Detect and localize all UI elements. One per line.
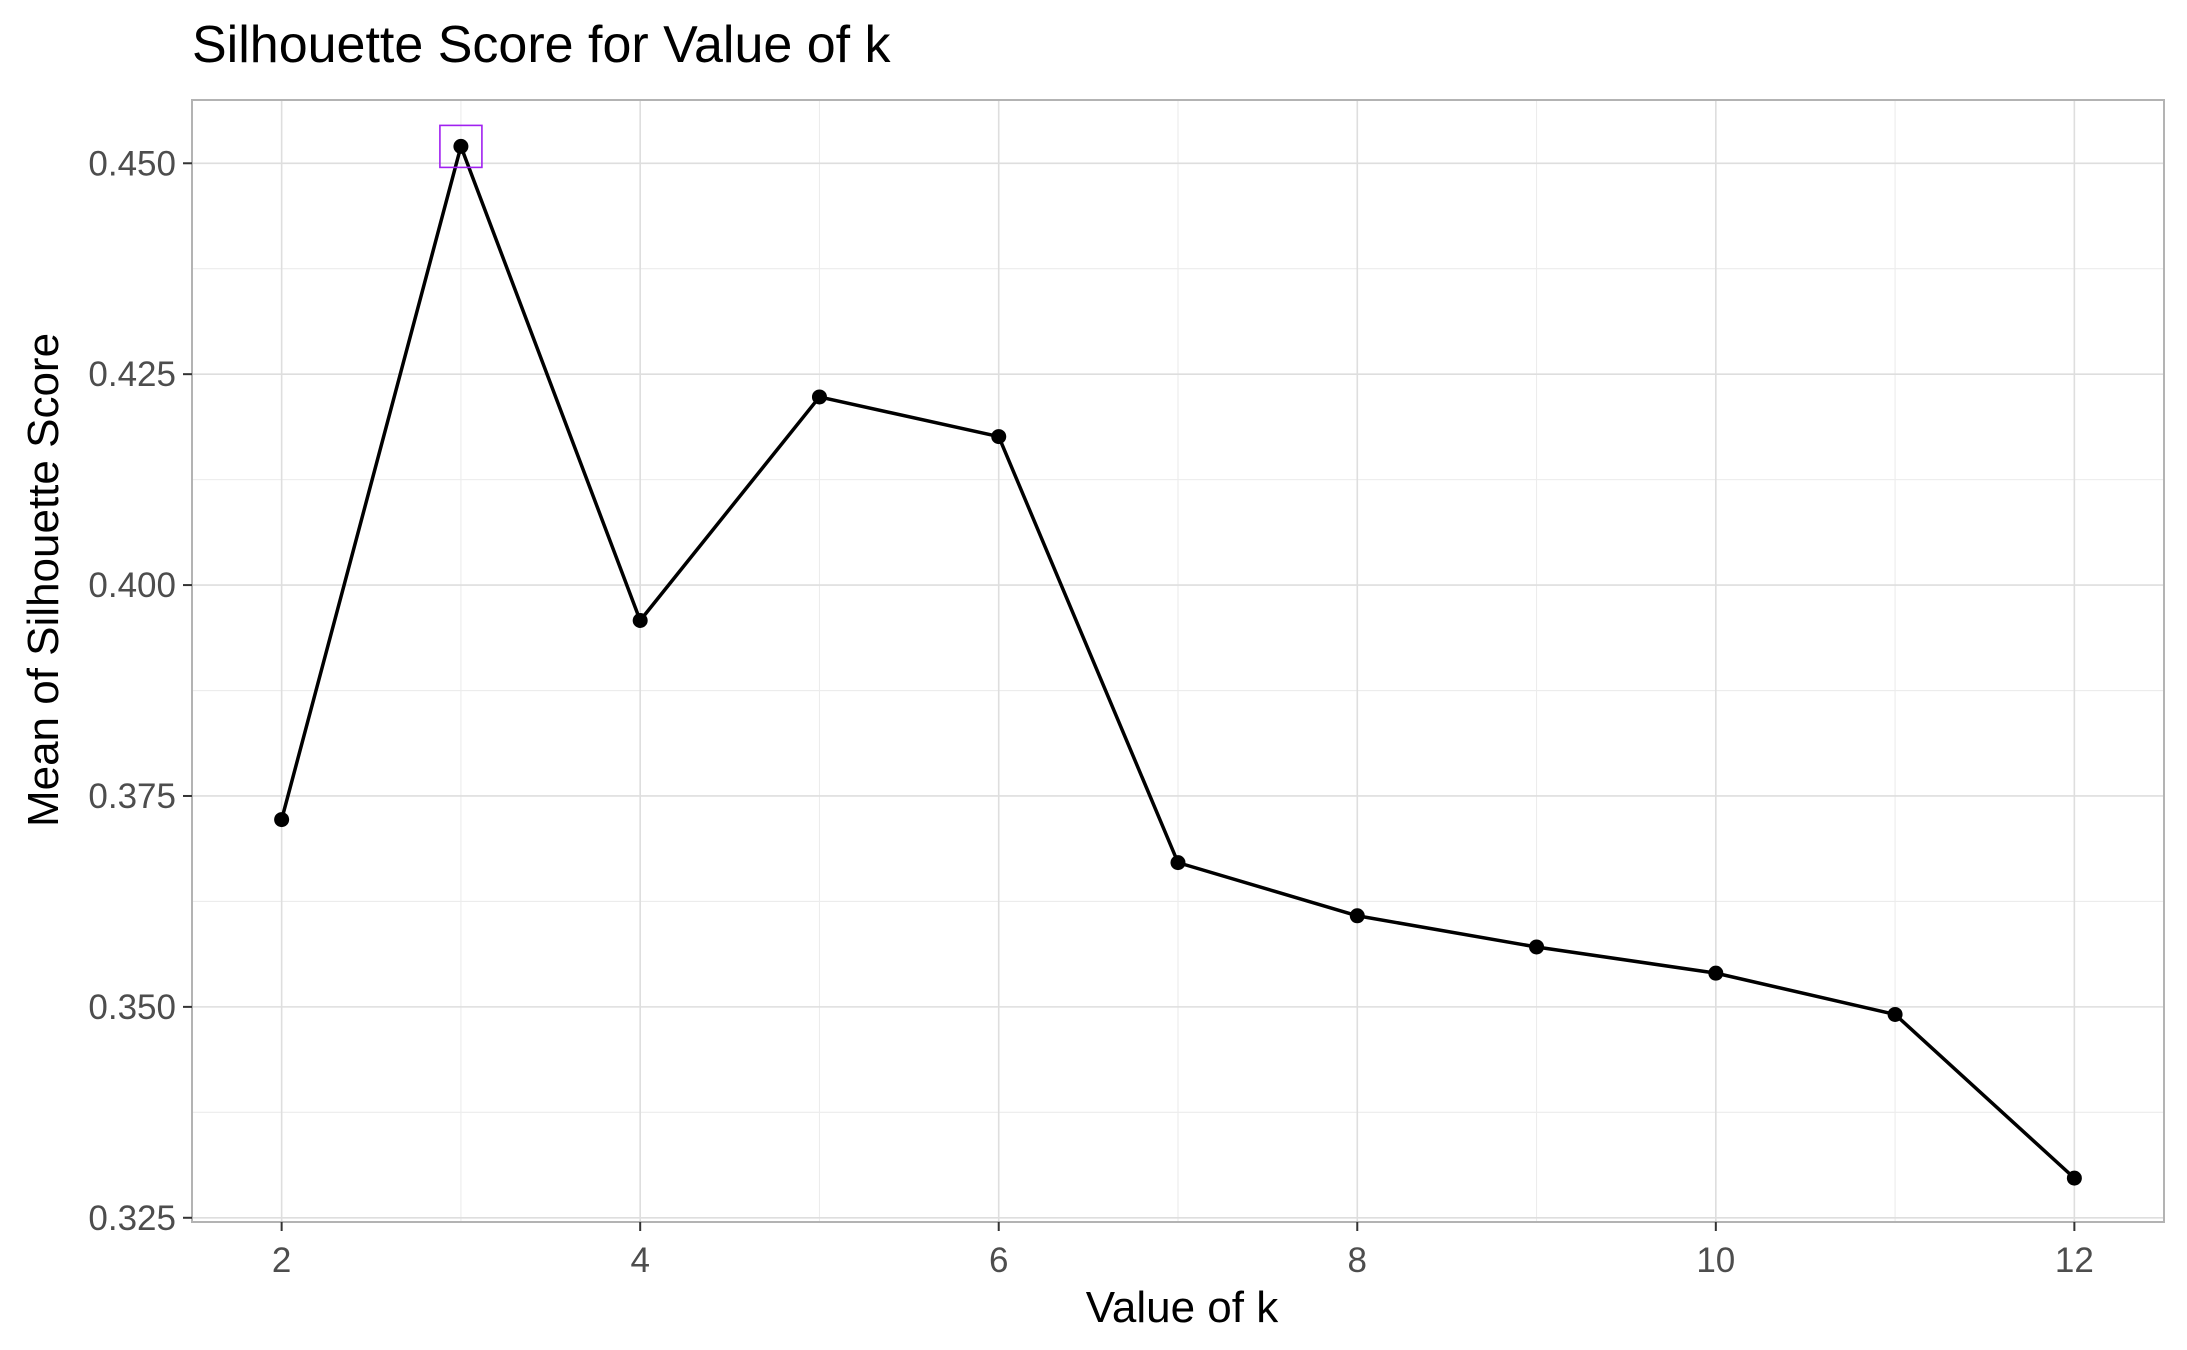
- y-tick-label: 0.450: [88, 144, 176, 183]
- y-tick-label: 0.350: [88, 988, 176, 1027]
- data-point: [1529, 939, 1545, 955]
- y-tick-label: 0.425: [88, 355, 176, 394]
- y-axis-ticks: 0.325 0.350 0.375 0.400 0.425 0.450: [88, 144, 192, 1238]
- highlight-box: [439, 124, 483, 169]
- major-gridlines: [192, 100, 2164, 1222]
- x-tick-label: 4: [630, 1241, 649, 1280]
- x-tick-label: 8: [1348, 1241, 1367, 1280]
- x-tick-label: 2: [272, 1241, 291, 1280]
- data-point: [632, 613, 648, 629]
- minor-gridlines: [192, 100, 2164, 1222]
- x-axis-ticks: 2 4 6 8 10 12: [272, 1222, 2094, 1280]
- data-point: [991, 429, 1007, 445]
- data-point: [1170, 855, 1186, 871]
- y-axis-title: Mean of Silhouette Score: [19, 333, 68, 827]
- silhouette-series: [274, 138, 2082, 1186]
- y-tick-label: 0.400: [88, 566, 176, 605]
- chart-title: Silhouette Score for Value of k: [192, 16, 892, 74]
- data-point: [811, 389, 827, 405]
- data-point: [453, 138, 469, 154]
- x-axis-title: Value of k: [1086, 1283, 1279, 1332]
- x-tick-label: 6: [989, 1241, 1008, 1280]
- y-tick-label: 0.325: [88, 1199, 176, 1238]
- data-point: [274, 812, 290, 828]
- plot-panel: [191, 99, 2165, 1223]
- highlight-group: [439, 124, 483, 169]
- data-point: [2066, 1170, 2082, 1186]
- y-tick-label: 0.375: [88, 777, 176, 816]
- data-point: [1708, 965, 1724, 981]
- data-point: [1887, 1006, 1903, 1022]
- data-point: [1349, 908, 1365, 924]
- x-tick-label: 10: [1696, 1241, 1735, 1280]
- x-tick-label: 12: [2055, 1241, 2094, 1280]
